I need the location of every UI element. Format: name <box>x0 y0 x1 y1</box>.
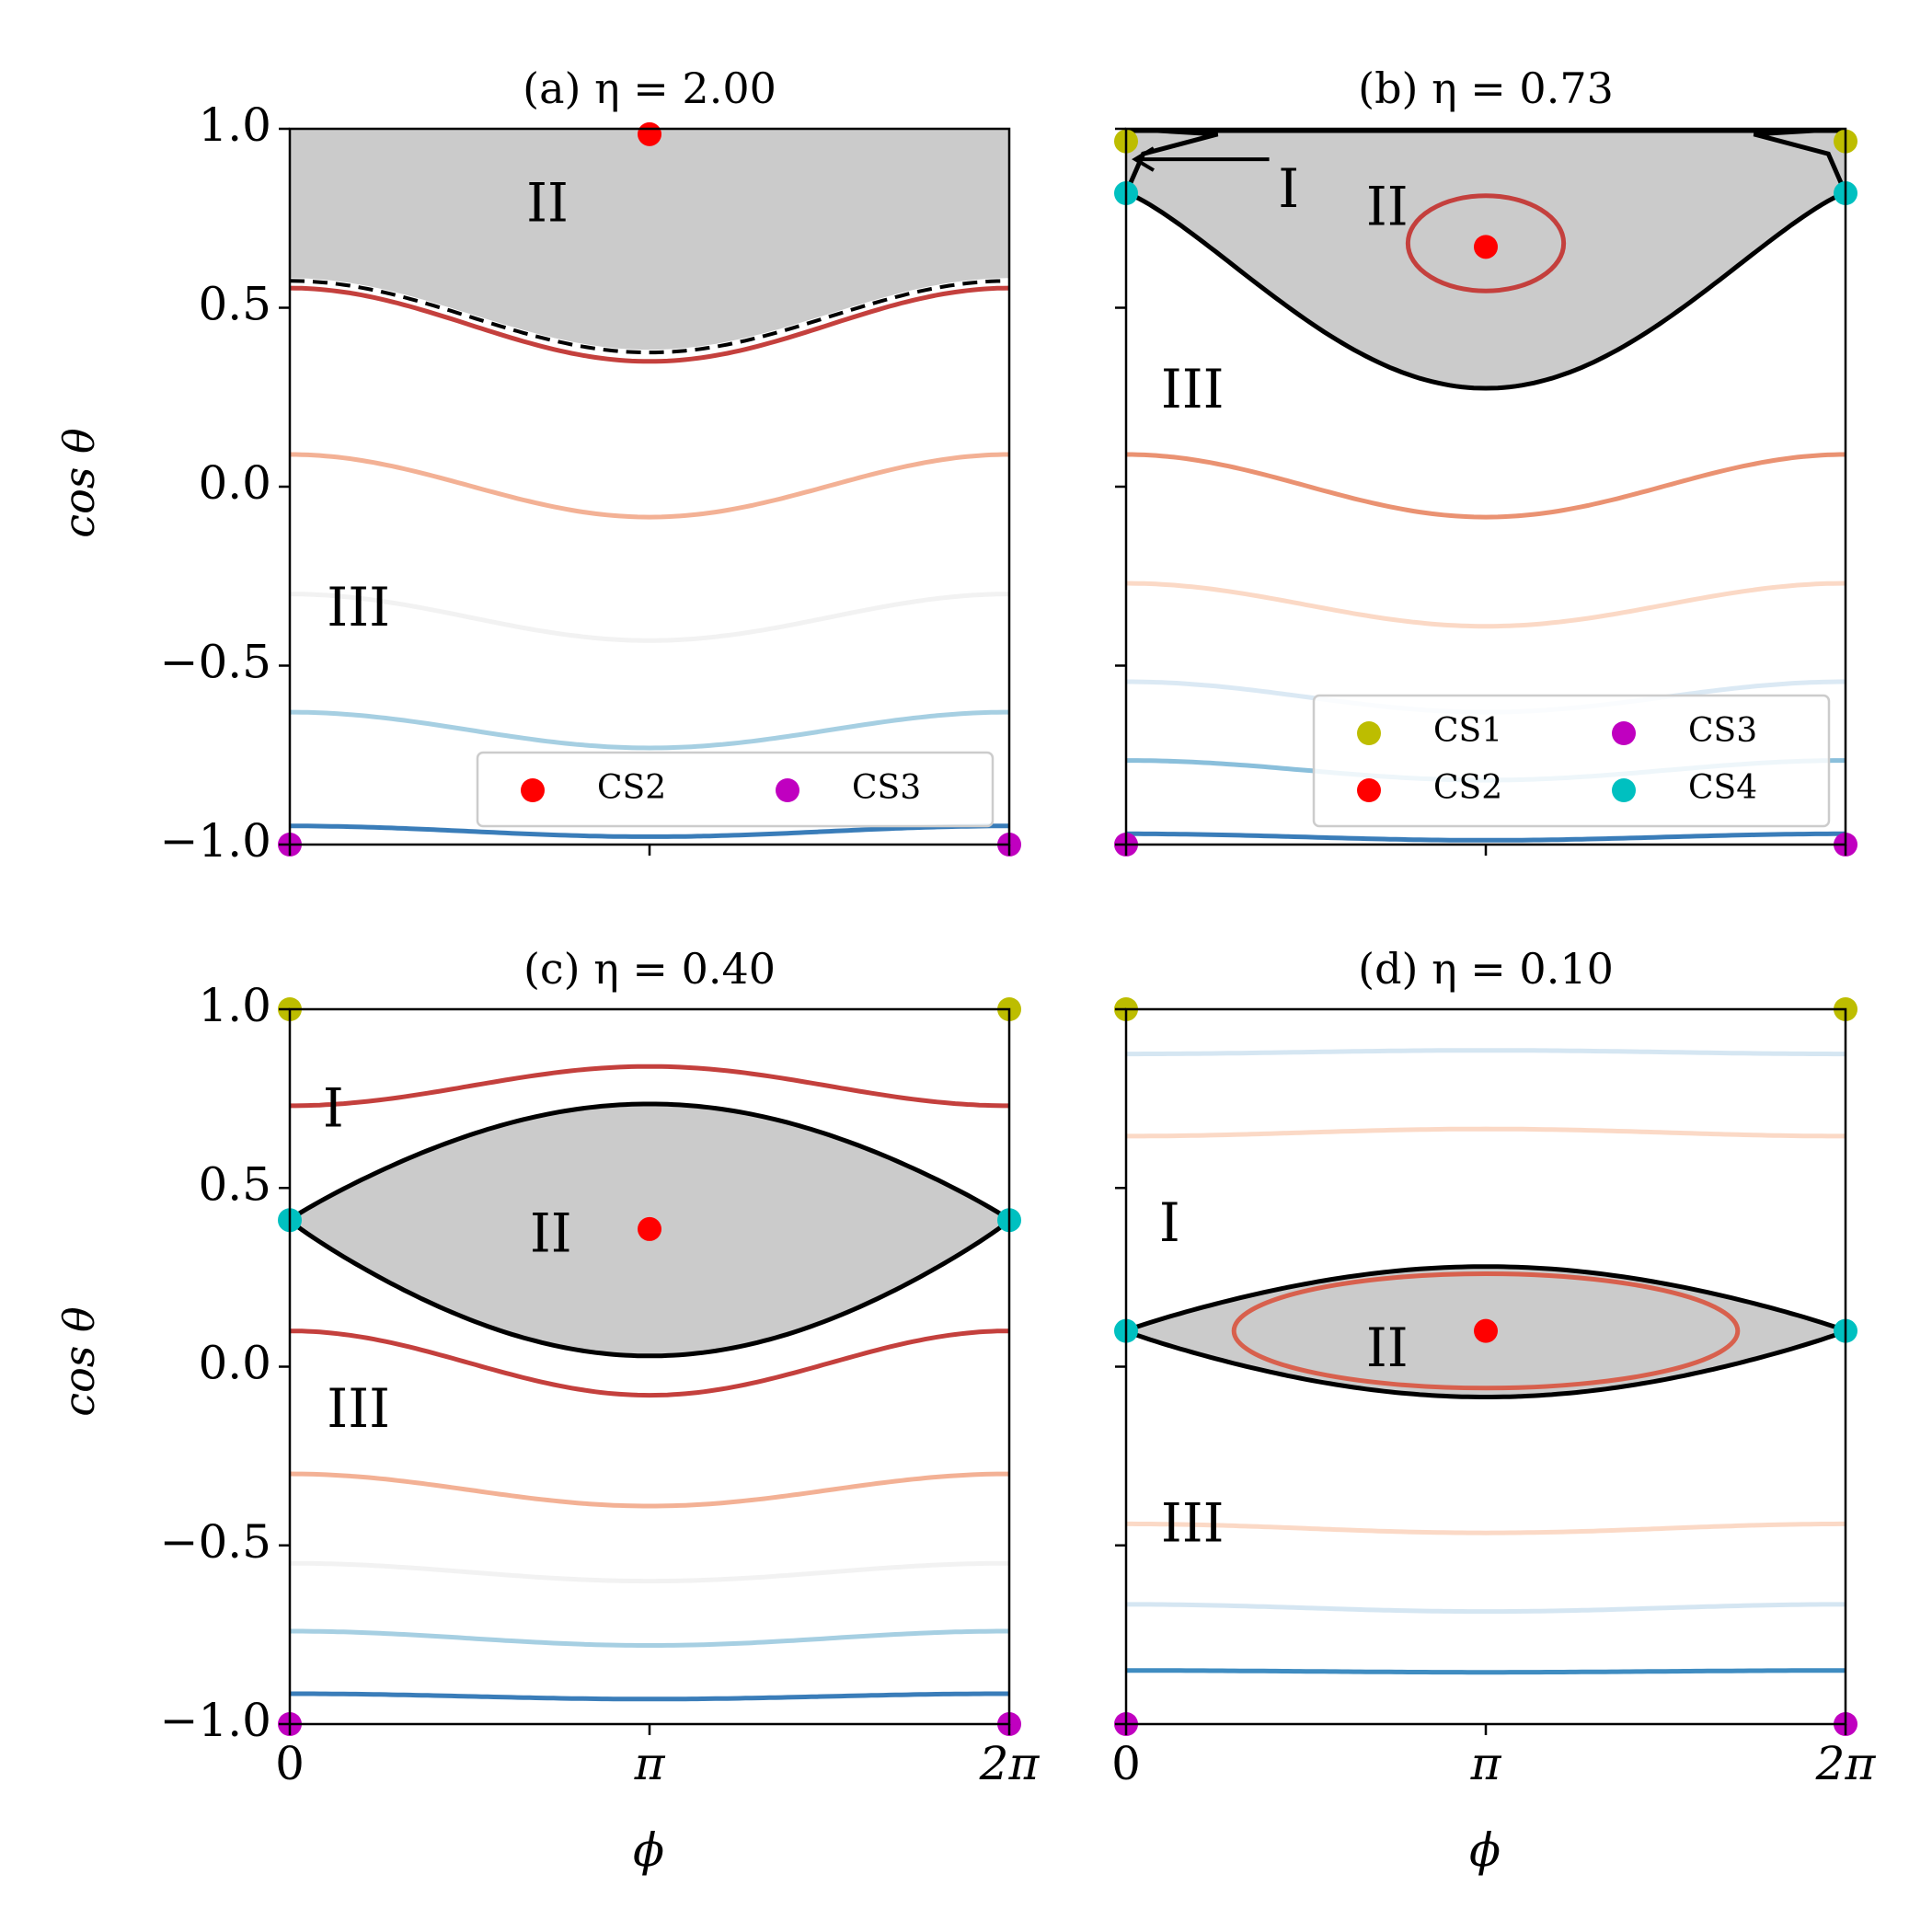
curve-1 <box>1126 1048 1846 1057</box>
legend-label: CS2 <box>1433 769 1502 807</box>
point-cs2 <box>1474 235 1499 259</box>
x-tick-label: π <box>1470 1737 1502 1790</box>
legend: CS2 CS3 <box>476 751 995 828</box>
y-tick-label: 1.0 <box>198 98 271 152</box>
chart-title: (d) η = 0.10 <box>1358 944 1614 994</box>
plot-area <box>1126 1048 1846 1675</box>
separatrix-upper <box>290 1101 1009 1223</box>
curve-6 <box>290 1691 1009 1702</box>
y-tick-label: −1.0 <box>160 1694 271 1747</box>
x-tick-label: π <box>634 1737 666 1790</box>
region-label: II <box>530 1202 572 1265</box>
curve-3 <box>290 592 1009 643</box>
y-tick-label: 0.0 <box>198 1337 271 1390</box>
curve-2 <box>1126 581 1846 629</box>
curve-5 <box>290 823 1009 839</box>
xlabel-left: ϕ <box>633 1823 664 1877</box>
point-cs2 <box>638 1216 662 1241</box>
separatrix-dashed <box>290 279 1009 355</box>
y-tick-label: 0.5 <box>198 1157 271 1211</box>
region-label: III <box>327 576 390 638</box>
separatrix-lower <box>290 1218 1009 1359</box>
chart-title: (a) η = 2.00 <box>523 63 776 113</box>
separatrix-line <box>1126 190 1846 391</box>
curve-3 <box>1126 1521 1846 1535</box>
legend-box <box>476 751 995 828</box>
y-tick-label: −1.0 <box>160 814 271 868</box>
curve-4 <box>290 709 1009 751</box>
curve-2 <box>290 1328 1009 1398</box>
curve-2 <box>290 452 1009 520</box>
y-tick-label: −0.5 <box>160 636 271 689</box>
chart-title: (c) η = 0.40 <box>523 944 776 994</box>
legend-label: CS4 <box>1688 769 1757 807</box>
annotation-arrowhead <box>1132 146 1155 172</box>
region-label: I <box>1278 157 1299 220</box>
legend-marker-cs3 <box>776 778 799 802</box>
curve-2 <box>1126 1126 1846 1139</box>
curve-4 <box>1126 1602 1846 1615</box>
region-label: I <box>1159 1191 1180 1254</box>
curve-3 <box>290 1471 1009 1509</box>
legend-box <box>1312 694 1831 828</box>
legend: CS1 CS3 CS2 CS4 <box>1312 694 1831 828</box>
shaded-region <box>290 129 1009 353</box>
region-label: II <box>1366 1317 1409 1379</box>
y-tick-label: 1.0 <box>198 979 271 1032</box>
curve-4 <box>290 1560 1009 1584</box>
legend-marker-cs4 <box>1612 778 1636 802</box>
x-tick-label: 0 <box>275 1737 305 1790</box>
legend-marker-cs2 <box>521 778 545 802</box>
point-cs2 <box>638 121 662 146</box>
ylabel-bottom: cos θ <box>54 1306 104 1416</box>
ylabel-top: cos θ <box>54 428 104 537</box>
legend-label: CS1 <box>1433 712 1502 750</box>
orbit-ellipse-1 <box>1231 1271 1741 1391</box>
curve-1 <box>290 285 1009 364</box>
x-tick-label: 2π <box>1815 1737 1877 1790</box>
x-tick-label: 0 <box>1111 1737 1141 1790</box>
xlabel-right: ϕ <box>1469 1823 1501 1877</box>
plot-area <box>290 1064 1009 1702</box>
y-tick-label: 0.0 <box>198 456 271 510</box>
legend-marker-cs1 <box>1357 721 1381 745</box>
x-tick-label: 2π <box>979 1737 1041 1790</box>
legend-label: CS3 <box>1688 712 1757 750</box>
separatrix-upper <box>1126 1264 1846 1334</box>
region-label: III <box>1161 1491 1225 1554</box>
orbit-ellipse-1 <box>1405 193 1567 293</box>
curve-5 <box>290 1628 1009 1648</box>
legend-marker-cs2 <box>1357 778 1381 802</box>
chart-title: (b) η = 0.73 <box>1358 63 1614 113</box>
region-label: II <box>526 172 569 235</box>
region-label: II <box>1366 175 1409 237</box>
y-tick-label: −0.5 <box>160 1515 271 1569</box>
legend-label: CS3 <box>852 769 921 807</box>
curve-5 <box>1126 831 1846 843</box>
region-label: III <box>327 1377 390 1440</box>
region-label: III <box>1161 358 1225 420</box>
region-label: I <box>323 1077 344 1140</box>
legend-label: CS2 <box>597 769 666 807</box>
curve-5 <box>1126 1668 1846 1675</box>
y-tick-label: 0.5 <box>198 278 271 331</box>
separatrix-lower <box>1126 1328 1846 1399</box>
plot-area <box>290 129 1009 839</box>
point-cs2 <box>1474 1318 1499 1343</box>
curve-1 <box>290 1064 1009 1109</box>
curve-1 <box>1126 452 1846 520</box>
legend-marker-cs3 <box>1612 721 1636 745</box>
